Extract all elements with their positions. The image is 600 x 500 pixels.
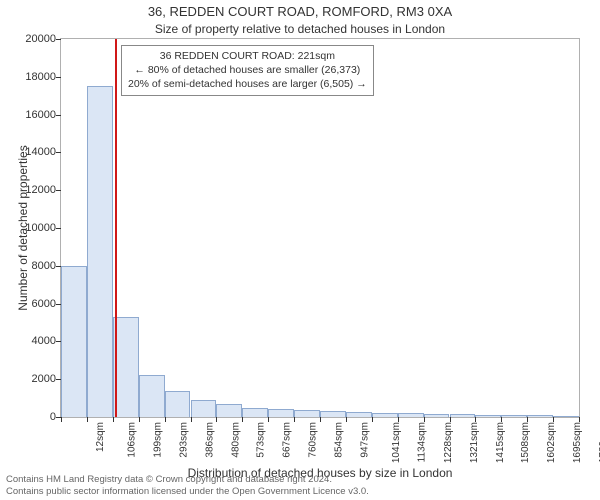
y-tick-mark [56,39,61,40]
histogram-bar [527,415,553,417]
histogram-bar [242,408,268,417]
figure: 36, REDDEN COURT ROAD, ROMFORD, RM3 0XA … [0,0,600,500]
x-tick-label: 1695sqm [572,422,583,463]
x-tick-label: 573sqm [256,422,267,458]
histogram-bar [450,414,476,417]
x-tick-label: 480sqm [230,422,241,458]
x-tick-label: 199sqm [152,422,163,458]
histogram-bar [320,411,346,417]
y-tick-label: 6000 [6,298,56,310]
histogram-bar [294,410,320,417]
x-tick-mark [61,417,62,422]
x-tick-mark [320,417,321,422]
x-tick-mark [87,417,88,422]
histogram-bar [61,266,87,417]
y-tick-mark [56,228,61,229]
y-tick-mark [56,190,61,191]
x-tick-mark [113,417,114,422]
y-tick-label: 20000 [6,33,56,45]
footer-line2: Contains public sector information licen… [6,486,594,498]
x-tick-mark [165,417,166,422]
x-tick-label: 106sqm [126,422,137,458]
annotation-line2: ← 80% of detached houses are smaller (26… [128,63,367,77]
x-tick-label: 667sqm [282,422,293,458]
histogram-bar [165,391,191,417]
y-tick-label: 2000 [6,373,56,385]
annotation-line3: 20% of semi-detached houses are larger (… [128,77,367,91]
histogram-bar [191,400,217,417]
plot-area: 36 REDDEN COURT ROAD: 221sqm ← 80% of de… [60,38,580,418]
histogram-bar [87,86,113,417]
y-tick-label: 16000 [6,109,56,121]
y-tick-label: 4000 [6,335,56,347]
x-tick-label: 1228sqm [443,422,454,463]
footer: Contains HM Land Registry data © Crown c… [6,474,594,498]
histogram-bar [501,415,527,417]
histogram-bar [268,409,294,417]
footer-line1: Contains HM Land Registry data © Crown c… [6,474,594,486]
histogram-bar [216,404,242,417]
x-tick-label: 386sqm [204,422,215,458]
x-tick-mark [242,417,243,422]
y-tick-mark [56,152,61,153]
x-tick-mark [372,417,373,422]
y-tick-label: 12000 [6,184,56,196]
x-tick-label: 1415sqm [495,422,506,463]
annotation-line1: 36 REDDEN COURT ROAD: 221sqm [128,49,367,63]
histogram-bar [475,415,501,417]
y-tick-mark [56,115,61,116]
x-tick-label: 1041sqm [391,422,402,463]
chart-title: 36, REDDEN COURT ROAD, ROMFORD, RM3 0XA [0,4,600,19]
annotation-box: 36 REDDEN COURT ROAD: 221sqm ← 80% of de… [121,45,374,96]
histogram-bar [139,375,165,417]
x-tick-mark [294,417,295,422]
x-tick-mark [139,417,140,422]
histogram-bar [372,413,398,417]
x-tick-label: 1508sqm [521,422,532,463]
x-tick-label: 854sqm [334,422,345,458]
x-tick-label: 293sqm [178,422,189,458]
x-tick-label: 760sqm [308,422,319,458]
x-tick-label: 1134sqm [416,422,427,462]
histogram-bar [553,416,579,418]
histogram-bar [346,412,372,417]
histogram-bar [398,413,424,417]
y-tick-label: 14000 [6,146,56,158]
y-tick-label: 0 [6,411,56,423]
y-tick-label: 18000 [6,71,56,83]
x-tick-mark [346,417,347,422]
x-tick-label: 1602sqm [546,422,557,463]
histogram-bar [424,414,450,417]
x-tick-mark [216,417,217,422]
property-marker-line [115,39,117,417]
x-tick-mark [191,417,192,422]
x-tick-mark [268,417,269,422]
y-tick-label: 8000 [6,260,56,272]
y-tick-label: 10000 [6,222,56,234]
chart-subtitle: Size of property relative to detached ho… [0,22,600,36]
x-tick-label: 1321sqm [469,422,480,463]
x-tick-label: 947sqm [360,422,371,458]
y-tick-mark [56,77,61,78]
x-tick-label: 12sqm [95,422,106,452]
